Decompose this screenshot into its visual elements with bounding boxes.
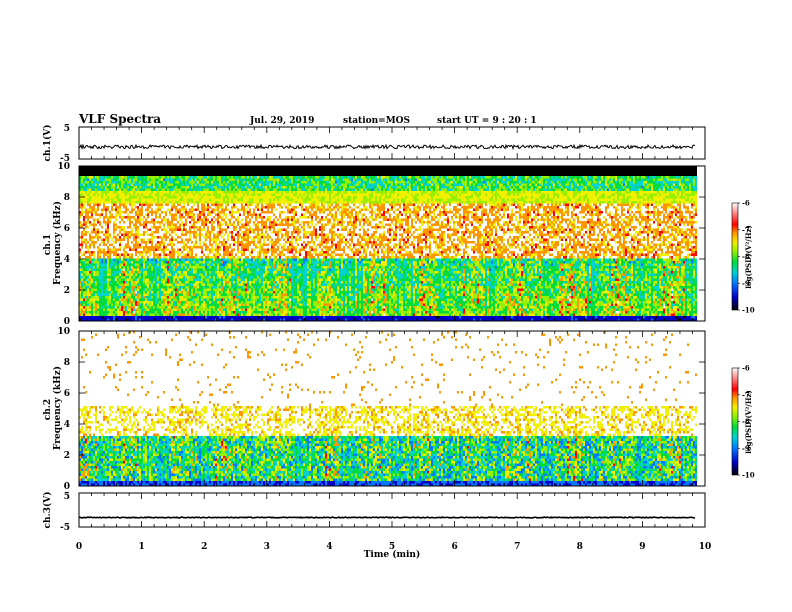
colorbar-tick-label: -10: [742, 471, 755, 480]
freq-tick-label: 0: [64, 317, 70, 327]
ch2-spectrogram-panel: 0 2 4 6 8 10 ch.2 Frequency (kHz) -6-7-8-9-10…: [43, 327, 755, 492]
freq-tick-label: 8: [64, 358, 70, 368]
x-tick-label: 10: [699, 542, 712, 552]
ch3-ytick-top: 5: [64, 492, 70, 502]
ch1-colorbar: -6-7-8-9-10 log(PSD)(V²/Hz): [732, 199, 755, 315]
ch2-colorbar-gradient: [732, 368, 738, 475]
colorbar-tick-label: -10: [742, 306, 755, 315]
freq-tick-label: 6: [64, 224, 70, 234]
ch1-spectrogram-ylabel-line2: Frequency (kHz): [52, 201, 63, 285]
ch3-waveform-trace: [79, 517, 695, 518]
freq-tick-label: 10: [57, 162, 70, 172]
ch2-colorbar: -6-7-8-9-10 log(PSD)(V²/Hz): [732, 364, 755, 480]
ch3-waveform-ylabel: ch.3(V): [42, 492, 53, 529]
freq-tick-label: 4: [64, 255, 70, 265]
ch1-spectrogram-panel: 0 2 4 6 8 10 ch.1 Frequency (kHz) -6-7-8-9-10…: [43, 162, 755, 327]
ch1-spectrogram-heatmap: [79, 166, 697, 321]
figure-title: VLF Spectra: [78, 112, 161, 126]
freq-tick-label: 6: [64, 389, 70, 399]
ch1-colorbar-gradient: [732, 203, 738, 310]
x-tick-label: 8: [577, 542, 583, 552]
x-tick-label: 1: [138, 542, 144, 552]
ch1-waveform-ylabel: ch.1(V): [42, 125, 53, 162]
ch2-spectrogram-ylabel-line2: Frequency (kHz): [52, 366, 63, 450]
ch1-ytick-top: 5: [64, 124, 70, 134]
start-time-label: start UT = 9 : 20 : 1: [437, 116, 537, 126]
ch3-waveform-panel: 5 -5 ch.3(V): [42, 492, 705, 533]
freq-tick-label: 8: [64, 193, 70, 203]
x-tick-label: 6: [451, 542, 457, 552]
x-tick-label: 3: [264, 542, 270, 552]
ch1-spectrogram-ylabel-line1: ch.1: [43, 234, 53, 255]
vlf-spectra-figure: VLF Spectra Jul. 29, 2019 station=MOS st…: [0, 0, 792, 612]
date-label: Jul. 29, 2019: [249, 116, 314, 126]
freq-tick-label: 0: [64, 482, 70, 492]
ch2-spectrogram-ylabel: ch.2 Frequency (kHz): [43, 366, 63, 450]
ch2-spectrogram-ylabel-line1: ch.2: [43, 399, 53, 420]
ch1-waveform-panel: 5 -5 ch.1(V): [42, 124, 705, 164]
x-tick-label: 4: [326, 542, 332, 552]
x-tick-label: 0: [76, 542, 82, 552]
colorbar-tick-label: -6: [742, 364, 750, 373]
x-tick-label: 9: [639, 542, 645, 552]
ch3-ytick-bottom: -5: [60, 523, 70, 533]
x-axis-label: Time (min): [364, 549, 421, 560]
colorbar-tick-label: -6: [742, 199, 750, 208]
spectrogram-cells: [79, 166, 697, 321]
freq-tick-label: 2: [64, 286, 70, 296]
freq-tick-label: 2: [64, 451, 70, 461]
x-tick-label: 2: [201, 542, 207, 552]
ch1-spectrogram-ylabel: ch.1 Frequency (kHz): [43, 201, 63, 285]
station-label: station=MOS: [343, 116, 410, 126]
freq-tick-label: 10: [57, 327, 70, 337]
x-tick-label: 7: [514, 542, 520, 552]
ch1-colorbar-label: log(PSD)(V²/Hz): [744, 225, 753, 289]
freq-tick-label: 4: [64, 420, 70, 430]
ch2-colorbar-label: log(PSD)(V²/Hz): [744, 390, 753, 454]
